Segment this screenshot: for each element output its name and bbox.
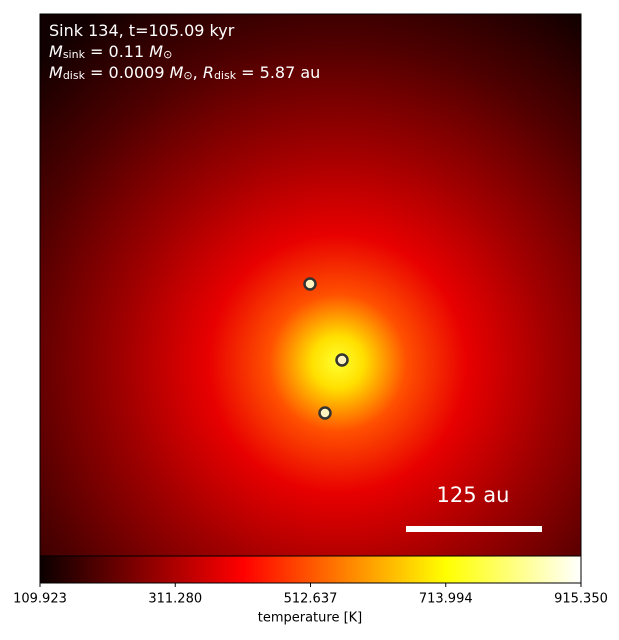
sink-marker [335,353,349,367]
annotation-text: R [203,63,214,82]
annotation-text: , [193,63,203,82]
annotation-text: disk [63,69,86,82]
colorbar [39,555,582,584]
x-tick-label: 311.280 [148,592,202,607]
annotation-line: Msink = 0.11 M⊙ [49,42,172,61]
x-tick-label: 512.637 [284,592,338,607]
annotation-text: M [149,42,163,61]
annotation-text: disk [214,69,237,82]
annotation-text: M [170,63,184,82]
sink-marker [318,406,332,420]
scale-bar-label: 125 au [437,483,510,507]
annotation-text: Sink 134, t=105.09 kyr [49,21,235,40]
annotation-text: ⊙ [163,48,172,61]
annotation-text: = 0.11 [85,42,149,61]
x-tick-label: 915.350 [554,592,608,607]
annotation-text: ⊙ [183,69,192,82]
x-tick-label: 109.923 [13,592,67,607]
x-tick-label: 713.994 [419,592,473,607]
scale-bar [406,526,542,532]
annotation-line: Mdisk = 0.0009 M⊙, Rdisk = 5.87 au [49,63,320,82]
annotation-text: = 5.87 au [236,63,320,82]
annotation-text: M [49,63,63,82]
annotation-text: M [49,42,63,61]
annotation-text: sink [63,48,86,61]
annotation-line: Sink 134, t=105.09 kyr [49,21,235,40]
colorbar-label: temperature [K] [258,611,363,626]
sink-marker [303,277,317,291]
annotation-text: = 0.0009 [85,63,170,82]
